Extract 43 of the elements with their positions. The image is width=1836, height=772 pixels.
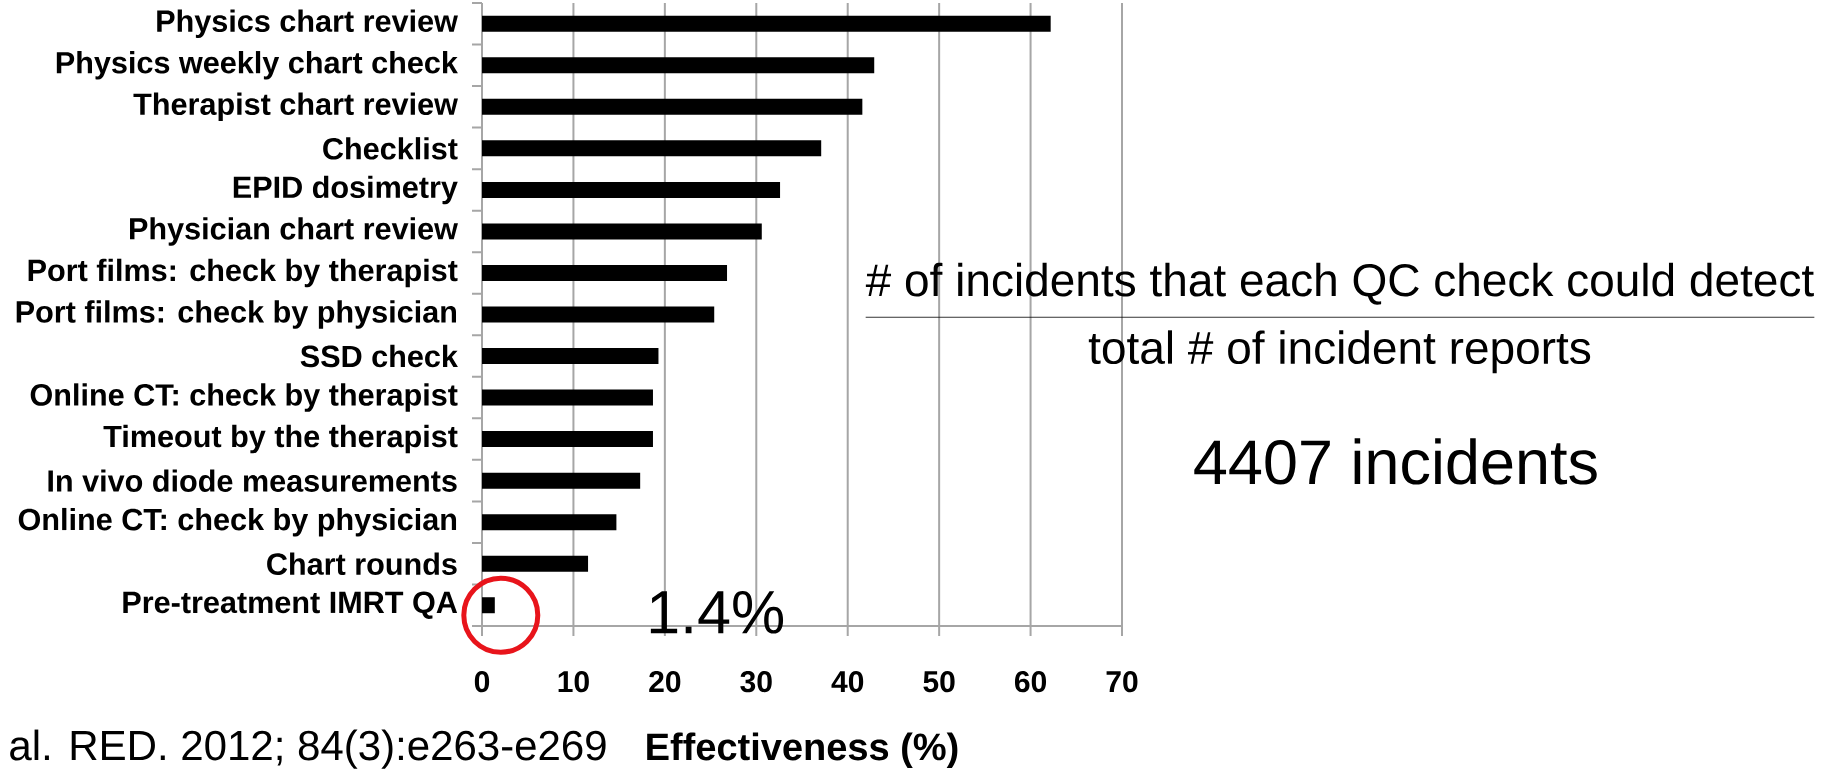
y-tick-label: Port films: check by therapist	[28, 258, 458, 288]
text: 4407 incidents	[1194, 438, 1597, 485]
bar	[482, 597, 495, 614]
bar	[482, 181, 781, 198]
bar	[482, 264, 728, 281]
x-tick-label: 20	[649, 671, 681, 693]
bar	[482, 431, 653, 448]
bar	[482, 472, 641, 489]
annotation: 1.4%	[650, 590, 784, 634]
bar	[482, 15, 1051, 32]
x-tick-label: 10	[558, 671, 589, 693]
y-tick-label: Online CT: check by therapist	[30, 383, 458, 412]
y-tick-label: Port films: check by physician	[16, 300, 457, 329]
x-tick-label: 60	[1014, 671, 1047, 693]
bar	[482, 98, 863, 115]
y-tick-label: Pre-treatment IMRT QA	[123, 591, 458, 619]
x-tick-label: 50	[923, 671, 955, 693]
bar	[482, 306, 715, 323]
y-tick-label: EPID dosimetry	[233, 175, 458, 205]
y-tick-label: Physics chart review	[157, 9, 458, 39]
x-tick-label: 70	[1106, 671, 1138, 693]
bar	[482, 514, 617, 531]
annotation: $\frac{\mbox{\# of incidents that each QC check could detect}}{\mbox{total \# of incident reports}}$	[865, 262, 1815, 374]
bar	[482, 555, 589, 572]
bar	[482, 57, 875, 74]
y-tick-label: SSD check	[300, 344, 458, 368]
bar	[482, 348, 659, 365]
text: al. RED. 2012; 84(3):e263-e269	[10, 729, 606, 769]
y-tick-label: Checklist	[323, 137, 458, 160]
bar	[482, 389, 653, 406]
y-tick-label: Chart rounds	[267, 552, 457, 575]
bar	[482, 140, 822, 157]
x-tick-label: 30	[740, 671, 772, 693]
y-tick-label: Therapist chart review	[133, 92, 458, 122]
x-tick-label: 40	[831, 671, 864, 693]
x-tick-label: 0	[474, 671, 490, 693]
y-tick-label: Physician chart review	[130, 217, 458, 246]
y-tick-label: Timeout by the therapist	[103, 424, 458, 454]
y-tick-label: In vivo diode measurements	[48, 469, 457, 492]
x-axis-title: Effectiveness (%)	[647, 732, 958, 768]
y-tick-label: Online CT: check by physician	[18, 507, 457, 537]
bar	[482, 223, 762, 240]
y-tick-label: Physics weekly chart check	[56, 51, 458, 80]
